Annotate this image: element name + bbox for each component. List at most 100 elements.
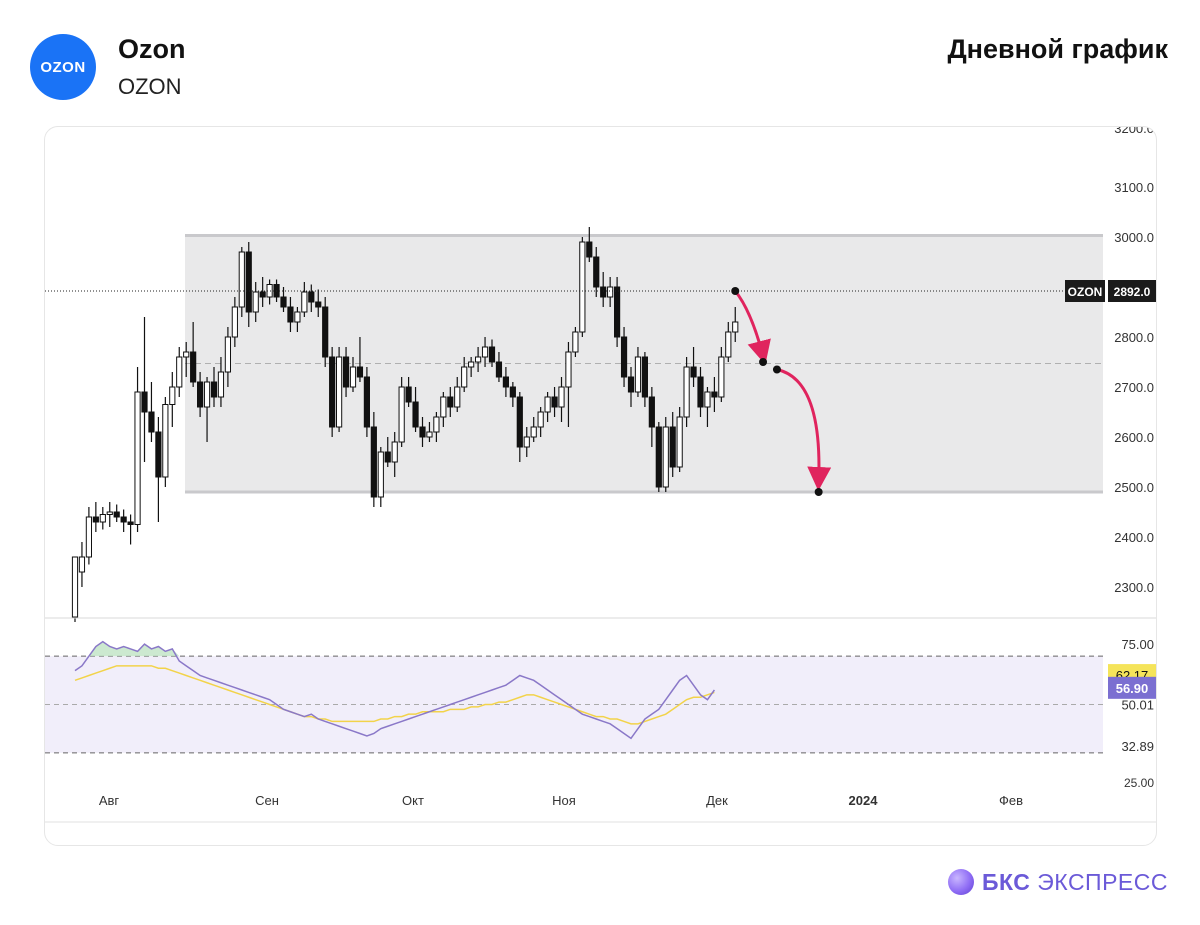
candle-body	[78, 556, 86, 573]
candle-body	[704, 391, 711, 408]
candle-body	[349, 366, 357, 388]
time-axis-label: Дек	[706, 793, 728, 808]
forecast-point	[772, 365, 781, 374]
candle-body	[287, 306, 294, 323]
candle-body	[551, 396, 558, 408]
time-axis-label: 2024	[849, 793, 879, 808]
candle-body	[85, 516, 92, 558]
price-tick-label: 3200.0	[1114, 127, 1154, 136]
candle-body	[440, 396, 447, 418]
candle-body	[238, 251, 245, 308]
candle-body	[71, 556, 79, 618]
candle-body	[217, 371, 225, 398]
candle-body	[690, 366, 697, 378]
candle-body	[190, 351, 197, 383]
forecast-point	[814, 488, 823, 496]
candle-body	[148, 411, 155, 433]
candle-body	[447, 396, 454, 408]
candle-body	[488, 346, 496, 363]
candle-body	[516, 396, 523, 448]
rsi-line	[74, 640, 716, 740]
candle-body	[391, 441, 398, 463]
bks-express-brand: БКС ЭКСПРЕСС	[948, 868, 1168, 896]
candle-body	[454, 386, 461, 408]
candle-body	[370, 426, 377, 498]
candle-body	[162, 404, 169, 478]
candle-body	[433, 416, 440, 433]
candle-body	[315, 301, 322, 308]
candle-body	[134, 391, 141, 525]
candle-body	[620, 336, 628, 378]
candle-body	[169, 386, 176, 405]
forecast-arrow-2	[776, 368, 832, 491]
candle-body	[572, 331, 579, 353]
candle-body	[676, 416, 683, 468]
ticker-symbol: OZON	[118, 74, 182, 99]
candle-body	[627, 376, 635, 393]
candle-body	[725, 331, 732, 358]
rsi-value-badge-2: 56.90	[1116, 681, 1149, 696]
candle-body	[711, 391, 718, 398]
candle-body	[565, 351, 572, 388]
candle-body	[586, 241, 593, 258]
price-tag-value: 2892.0	[1114, 285, 1151, 299]
candle-body	[363, 376, 370, 428]
candle-body	[245, 251, 252, 313]
candle-body	[356, 366, 364, 378]
candle-body	[475, 356, 482, 363]
candle-body	[558, 386, 565, 408]
brand-text: БКС ЭКСПРЕСС	[982, 869, 1168, 896]
candle-body	[655, 426, 662, 488]
candle-body	[280, 296, 287, 308]
candle-body	[342, 356, 350, 388]
candle-body	[502, 376, 509, 388]
brand-bold: БКС	[982, 868, 1031, 895]
candle-body	[426, 431, 433, 438]
header: OZON Ozon OZON Дневной график	[0, 0, 1200, 110]
price-tick-label: 2700.0	[1114, 380, 1154, 395]
candle-body	[203, 381, 211, 408]
candle-body	[412, 401, 419, 428]
price-tag-value-bg	[1108, 280, 1156, 302]
candle-body	[301, 291, 308, 313]
rsi-value-badge-2-bg	[1108, 676, 1156, 699]
chart-card: 3100.03000.02900.02800.02700.02600.02500…	[44, 126, 1157, 846]
candle-body	[468, 361, 475, 368]
price-tick-label: 2600.0	[1114, 430, 1154, 445]
candle-body	[183, 351, 190, 358]
candle-body	[732, 321, 739, 333]
time-axis-label: Фев	[999, 793, 1023, 808]
candle-body	[648, 396, 655, 428]
candle-body	[495, 361, 503, 378]
logo-text: OZON	[40, 58, 86, 76]
candle-body	[600, 286, 607, 298]
candle-body	[662, 426, 669, 488]
forecast-point	[759, 358, 768, 366]
candle-body	[197, 381, 204, 408]
candle-body	[106, 511, 113, 515]
candle-body	[210, 381, 218, 398]
candle-body	[224, 336, 232, 373]
candle-body	[92, 516, 99, 523]
price-tick-label: 2800.0	[1114, 330, 1154, 345]
candle-body	[419, 426, 426, 438]
candle-body	[614, 286, 621, 338]
candle-body	[683, 366, 690, 418]
candle-body	[607, 286, 614, 298]
candle-body	[718, 356, 725, 398]
price-tag-symbol: OZON	[1068, 285, 1103, 299]
candle-body	[384, 451, 391, 463]
price-tick-label: 2500.0	[1114, 480, 1154, 495]
candle-body	[509, 386, 516, 398]
price-chart: 3100.03000.02900.02800.02700.02600.02500…	[45, 127, 1156, 823]
rsi-tick-label: 25.00	[1124, 776, 1154, 790]
candle-body	[579, 241, 586, 333]
price-tick-label: 3100.0	[1114, 180, 1154, 195]
candle-body	[697, 376, 704, 408]
candle-body	[481, 346, 489, 358]
rsi-tick-label: 32.89	[1121, 739, 1154, 754]
company-name: Ozon	[118, 34, 186, 64]
time-axis-label: Сен	[255, 793, 279, 808]
candle-body	[99, 514, 106, 523]
candle-body	[231, 306, 238, 338]
